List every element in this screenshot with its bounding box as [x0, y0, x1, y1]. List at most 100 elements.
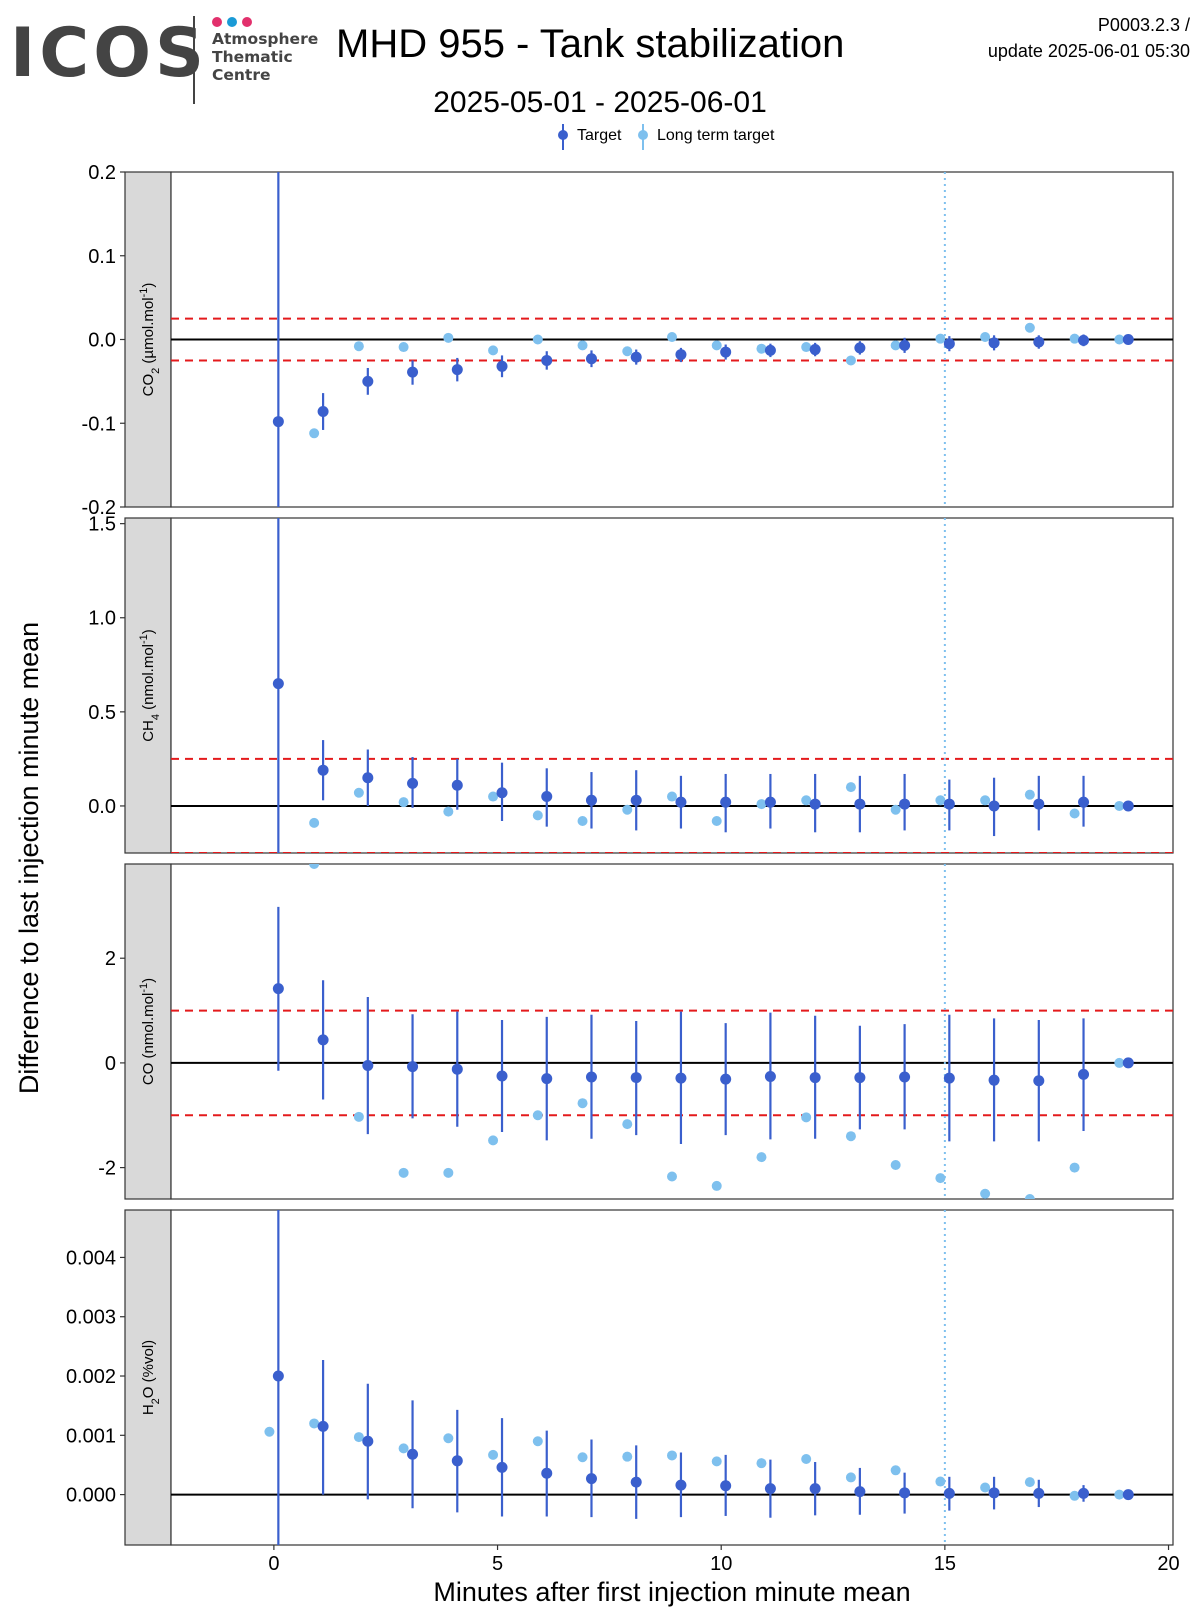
long-term-point — [935, 795, 946, 806]
target-point — [630, 794, 642, 806]
target-point — [809, 1072, 821, 1084]
long-term-point — [890, 804, 901, 815]
long-term-point — [1114, 800, 1125, 811]
chart-title: MHD 955 - Tank stabilization — [336, 22, 845, 66]
y-tick-label-2: 2 — [105, 948, 116, 970]
y-tick-label-0-0: 0.0 — [88, 796, 116, 818]
target-point — [1033, 1075, 1045, 1087]
panel-1: CO2 (µmol.mol-1) 0.2 0.1 0.0 -0.1 -0.2 — [82, 162, 1174, 519]
long-term-point — [577, 816, 588, 827]
chart-header: ICOS Atmosphere Thematic Centre MHD 955 … — [0, 0, 1200, 170]
panel-plot-area — [171, 518, 1173, 853]
panel-border — [170, 517, 1174, 854]
strip-label-superscript: -1 — [138, 634, 150, 644]
logo-sub-line-2: Thematic — [212, 48, 293, 66]
panel-plot-area — [171, 172, 1173, 507]
logo-divider — [193, 16, 195, 104]
long-term-point — [309, 817, 320, 828]
target-point — [362, 772, 374, 784]
panel-border — [170, 1209, 1174, 1546]
long-term-point — [398, 797, 409, 808]
target-point — [585, 353, 597, 365]
long-term-point — [845, 355, 856, 366]
long-term-point — [1114, 334, 1125, 345]
target-point — [541, 1073, 553, 1085]
target-point — [988, 800, 1000, 812]
target-point — [943, 1072, 955, 1084]
long-term-point — [1114, 1057, 1125, 1068]
long-term-point — [980, 1188, 991, 1199]
long-term-point — [443, 1167, 454, 1178]
target-point — [1122, 1489, 1134, 1501]
long-term-point — [667, 331, 677, 342]
target-point — [675, 349, 687, 361]
target-point — [1033, 336, 1045, 348]
panel-3: CO (nmol.mol-1) 2 0 -2 — [98, 863, 1174, 1200]
target-point — [272, 678, 284, 690]
y-tick-label-0-001: 0.001 — [66, 1425, 116, 1447]
panel-border — [170, 863, 1174, 1200]
target-point — [541, 1467, 553, 1479]
strip-label-unit: (µmol.mol — [140, 297, 157, 367]
target-point — [854, 1486, 866, 1498]
strip-background — [124, 517, 172, 854]
target-point — [585, 1473, 597, 1485]
target-point — [451, 1455, 463, 1467]
target-point — [809, 798, 821, 810]
long-term-point — [845, 782, 856, 793]
y-tick-label-0-0: 0.0 — [88, 330, 116, 352]
long-term-point — [801, 795, 812, 806]
target-point — [407, 1061, 419, 1073]
y-tick-label-0-5: 0.5 — [88, 702, 116, 724]
target-point — [630, 1476, 642, 1488]
long-term-point — [353, 787, 364, 798]
long-term-point — [622, 1119, 633, 1130]
long-term-point — [935, 1173, 946, 1184]
x-tick-label-0: 0 — [268, 1553, 279, 1575]
long-term-point — [1069, 1490, 1080, 1501]
strip-label: CO (nmol.mol-1) — [138, 978, 157, 1085]
long-term-point — [1024, 1477, 1035, 1488]
legend-key-target — [558, 124, 568, 150]
strip-label-close: ) — [140, 978, 157, 983]
long-term-point — [711, 340, 722, 351]
target-point — [496, 1070, 508, 1082]
long-term-point — [353, 1111, 364, 1122]
long-term-point — [398, 1443, 409, 1454]
target-point — [317, 1420, 329, 1432]
target-point — [496, 360, 508, 372]
target-point — [272, 416, 284, 428]
target-point — [764, 796, 776, 808]
y-tick-label-0-003: 0.003 — [66, 1307, 116, 1329]
y-tick-label-0: 0 — [105, 1053, 116, 1075]
target-point — [541, 791, 553, 803]
strip-label-close: ) — [140, 629, 157, 634]
long-term-point — [1024, 1194, 1035, 1199]
target-point — [362, 375, 374, 387]
x-tick-label-20: 20 — [1157, 1553, 1179, 1575]
y-tick-label-0-004: 0.004 — [66, 1247, 116, 1269]
long-term-point — [532, 810, 543, 821]
y-tick-label-0-2: 0.2 — [88, 162, 116, 184]
long-term-point — [890, 1159, 901, 1170]
long-term-point — [890, 1465, 901, 1476]
legend-label-long-term: Long term target — [657, 127, 775, 144]
strip-label: CH4 (nmol.mol-1) — [138, 629, 162, 742]
target-point — [407, 777, 419, 789]
y-tick-label-0-000: 0.000 — [66, 1485, 116, 1507]
x-tick-label-10: 10 — [710, 1553, 732, 1575]
long-term-point — [756, 799, 767, 810]
target-point — [585, 1071, 597, 1083]
long-term-point — [532, 1110, 543, 1121]
target-point — [988, 337, 1000, 349]
long-term-point — [890, 340, 901, 351]
strip-label-base: CO — [140, 374, 157, 397]
long-term-point — [353, 1432, 364, 1443]
long-term-point — [667, 1171, 677, 1182]
target-point — [1078, 796, 1090, 808]
long-term-point — [935, 1476, 946, 1487]
target-point — [943, 338, 955, 350]
target-point — [317, 764, 329, 776]
long-term-point — [488, 1135, 499, 1146]
y-tick-label--2: -2 — [98, 1158, 116, 1180]
